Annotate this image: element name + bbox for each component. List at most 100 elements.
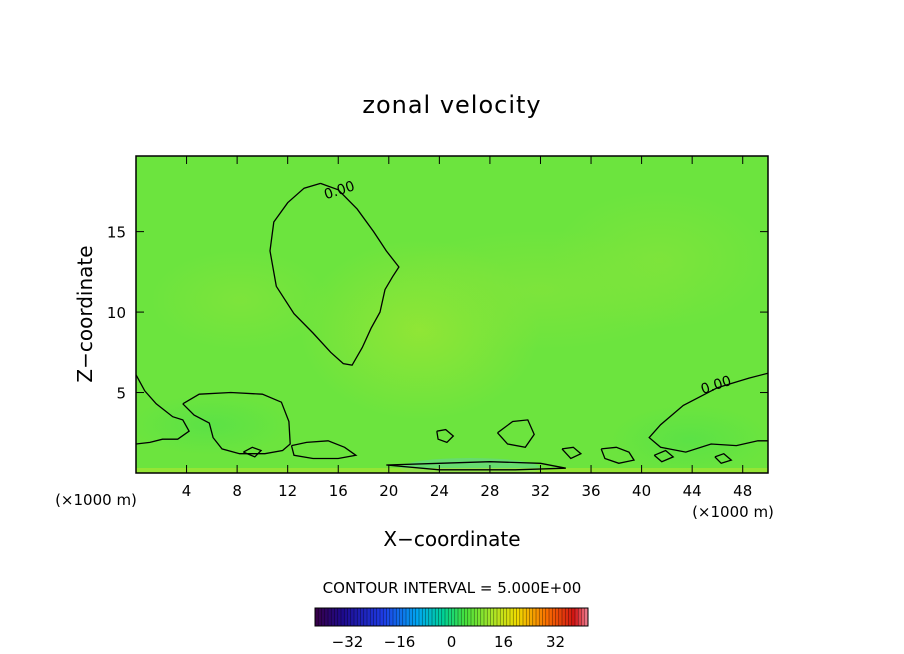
colorbar-cell <box>497 608 501 626</box>
colorbar-cell <box>536 608 540 626</box>
colorbar-cell <box>428 608 433 626</box>
colorbar-cell <box>328 608 332 626</box>
colorbar-cell <box>500 608 504 626</box>
contour-line <box>600 446 636 464</box>
x-tick-label: 20 <box>379 482 398 500</box>
colorbar-tick-label: 16 <box>494 633 513 651</box>
x-tick-label: 40 <box>632 482 651 500</box>
y-tick-label: 15 <box>107 224 126 242</box>
colorbar-cell <box>584 608 589 626</box>
colorbar-cell <box>341 608 345 626</box>
colorbar-cell <box>425 608 430 626</box>
colorbar-cell <box>406 608 410 626</box>
x-tick-label: 32 <box>531 482 550 500</box>
colorbar-cell <box>350 608 355 626</box>
colorbar-cell <box>376 608 381 626</box>
y-tick-label: 10 <box>107 304 126 322</box>
colorbar-tick-label: 0 <box>447 633 457 651</box>
colorbar-cell <box>480 608 485 626</box>
contour-line <box>243 446 263 458</box>
colorbar-cell <box>510 608 514 626</box>
colorbar-cell <box>464 608 469 626</box>
colorbar-cell <box>344 608 348 626</box>
colorbar-cell <box>415 608 420 626</box>
colorbar-tick-label: −16 <box>384 633 416 651</box>
colorbar-cell <box>393 608 397 626</box>
x-tick-label: 48 <box>733 482 752 500</box>
colorbar-cell <box>367 608 371 626</box>
colorbar-cell <box>474 608 478 626</box>
colorbar-cell <box>503 608 508 626</box>
colorbar-cell <box>331 608 335 626</box>
colorbar-cell <box>552 608 556 626</box>
contour-interval-text: CONTOUR INTERVAL = 5.000E+00 <box>323 579 582 597</box>
colorbar-cell <box>324 608 329 626</box>
field-patch-negative <box>610 405 768 473</box>
colorbar-cell <box>373 608 378 626</box>
colorbar-cell <box>493 608 498 626</box>
colorbar-cell <box>555 608 560 626</box>
contour-line <box>653 449 675 463</box>
y-axis: 5 10 15 <box>107 224 768 403</box>
x-unit-right: (×1000 m) <box>692 503 774 521</box>
colorbar-cell <box>454 608 459 626</box>
colorbar-cell <box>363 608 368 626</box>
colorbar-cell <box>399 608 404 626</box>
colorbar-cell <box>347 608 352 626</box>
colorbar-cell <box>526 608 530 626</box>
colorbar-cell <box>565 608 569 626</box>
colorbar-cell <box>441 608 446 626</box>
x-tick-label: 36 <box>581 482 600 500</box>
colorbar-cell <box>506 608 511 626</box>
colorbar: −32 −16 0 16 32 <box>314 607 589 651</box>
contour-line <box>714 452 733 465</box>
colorbar-cell <box>334 608 339 626</box>
colorbar-cell <box>467 608 472 626</box>
colorbar-cell <box>357 608 361 626</box>
chart-title: zonal velocity <box>362 91 541 119</box>
colorbar-cell <box>568 608 573 626</box>
colorbar-cell <box>471 608 475 626</box>
colorbar-tick-label: 32 <box>546 633 565 651</box>
colorbar-cell <box>370 608 374 626</box>
colorbar-cell <box>529 608 534 626</box>
colorbar-cell <box>539 608 543 626</box>
colorbar-cell <box>523 608 527 626</box>
plot-frame <box>135 155 769 474</box>
colorbar-cell <box>337 608 342 626</box>
x-unit-left: (×1000 m) <box>55 491 137 509</box>
colorbar-cell <box>558 608 563 626</box>
colorbar-cell <box>409 608 413 626</box>
colorbar-cell <box>383 608 387 626</box>
field-patch-positive <box>550 190 768 330</box>
contour-line <box>269 182 400 366</box>
plot-area: 0.000.00 <box>136 156 768 473</box>
colorbar-cell <box>516 608 521 626</box>
field-patch-negative <box>136 395 290 455</box>
y-tick-label: 5 <box>116 385 126 403</box>
colorbar-cell <box>321 608 326 626</box>
colorbar-cell <box>461 608 465 626</box>
contour-line <box>290 440 358 460</box>
colorbar-cell <box>402 608 407 626</box>
x-tick-label: 44 <box>683 482 702 500</box>
colorbar-cell <box>432 608 436 626</box>
contour-line <box>497 419 535 449</box>
colorbar-cell <box>542 608 547 626</box>
colorbar-cell <box>389 608 394 626</box>
colorbar-cell <box>484 608 488 626</box>
colorbar-cell <box>571 608 576 626</box>
contour-line <box>648 372 768 453</box>
colorbar-cell <box>545 608 550 626</box>
colorbar-cell <box>419 608 423 626</box>
colorbar-cell <box>519 608 524 626</box>
colorbar-cell <box>458 608 462 626</box>
colorbar-cell <box>575 608 579 626</box>
colorbar-tick-label: −32 <box>332 633 364 651</box>
contour-line <box>436 428 455 444</box>
colorbar-cell <box>412 608 417 626</box>
colorbar-cell <box>380 608 384 626</box>
colorbar-cell <box>448 608 452 626</box>
colorbar-cell <box>435 608 439 626</box>
